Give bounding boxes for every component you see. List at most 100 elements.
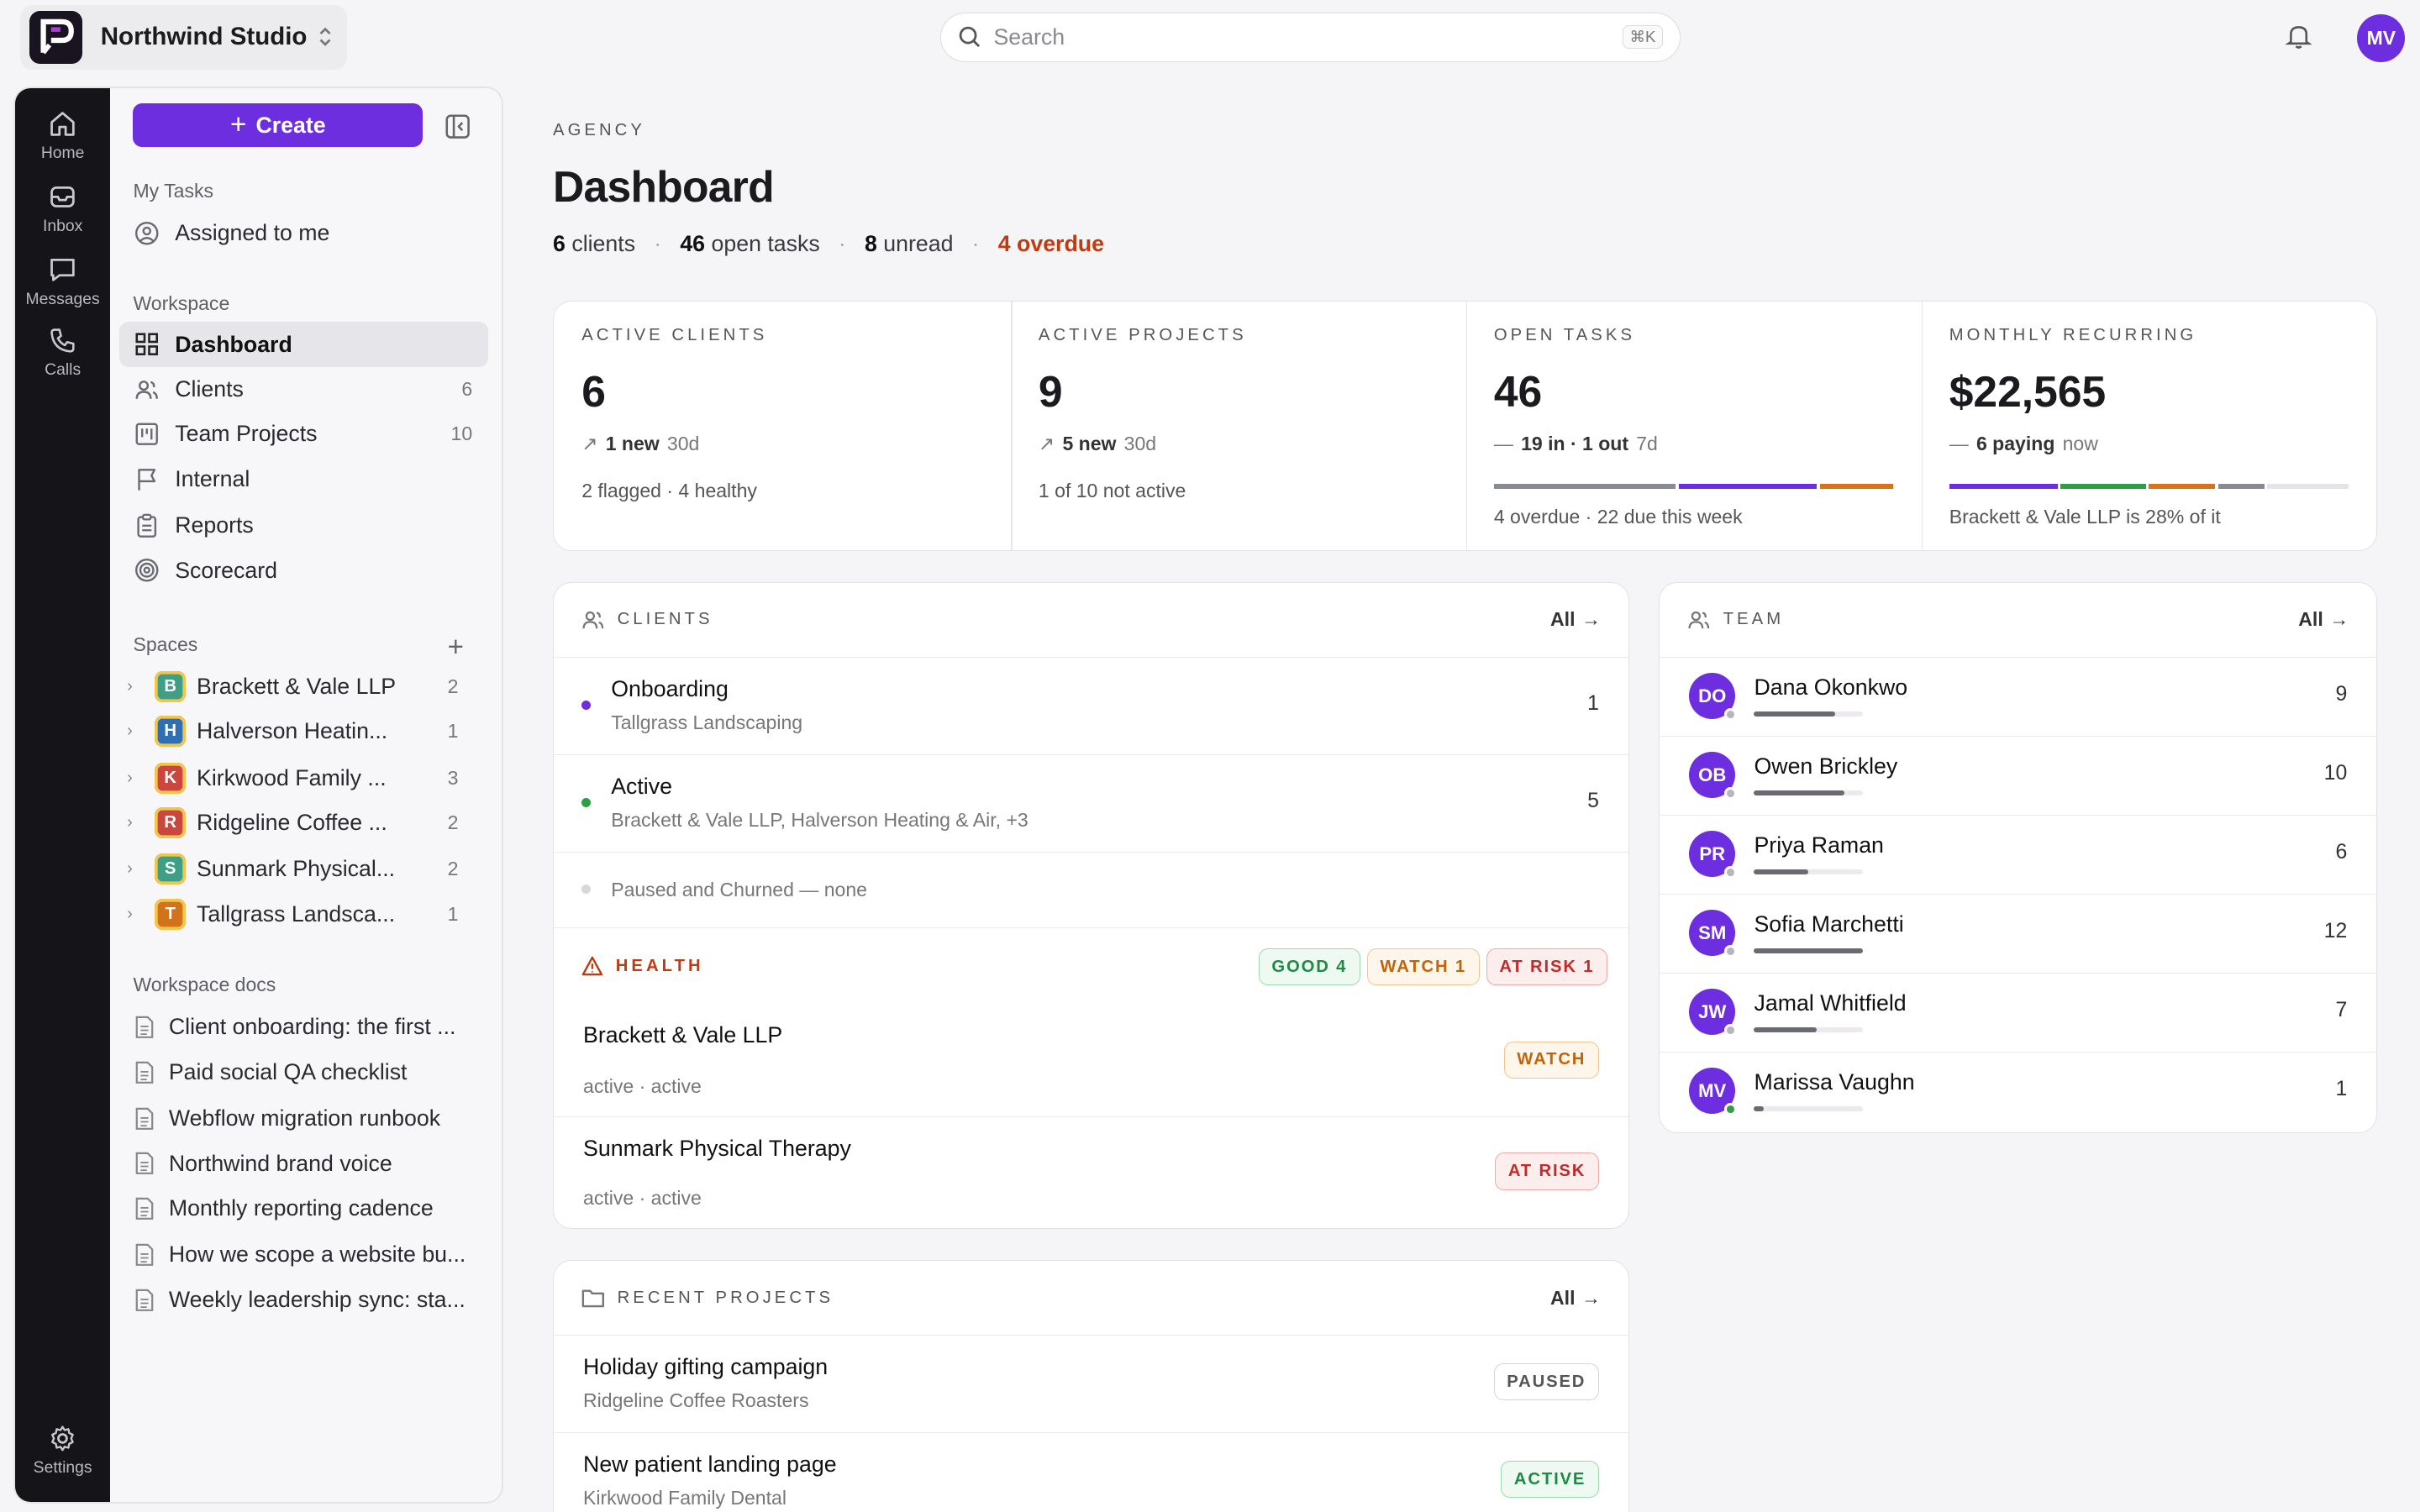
top-bar: Northwind Studio Search ⌘K MV: [0, 0, 2420, 77]
document-icon: [134, 1061, 155, 1084]
workload-fill: [1754, 1027, 1818, 1032]
kpi-delta: — 19 in · 1 out 7d: [1494, 433, 1658, 455]
kpi-active-clients[interactable]: ACTIVE CLIENTS 6 ↗ 1 new 30d 2 flagged · 4…: [554, 302, 1011, 551]
user-circle-icon: [134, 221, 159, 245]
summary-tasks-count: 46: [680, 230, 706, 256]
kpi-value: $22,565: [1949, 366, 2107, 416]
health-row[interactable]: Sunmark Physical Therapy active · active…: [554, 1117, 1628, 1229]
workload-fill: [1754, 869, 1808, 874]
bar-segment: [1819, 484, 1894, 489]
kpi-monthly-recurring[interactable]: MONTHLY RECURRING $22,565 — 6 paying now B…: [1922, 302, 2377, 551]
view-all-clients-link[interactable]: All →: [1550, 608, 1601, 631]
summary-overdue[interactable]: 4 overdue: [997, 230, 1104, 256]
health-row[interactable]: Brackett & Vale LLP active · active WATC…: [554, 1004, 1629, 1117]
space-item[interactable]: › S Sunmark Physical... 2: [119, 847, 488, 891]
chevron-right-icon[interactable]: ›: [127, 722, 133, 741]
rail-calls-label: Calls: [45, 360, 82, 380]
kpi-label: OPEN TASKS: [1493, 326, 1636, 345]
kpi-open-tasks[interactable]: OPEN TASKS 46 — 19 in · 1 out 7d 4 overdue…: [1466, 302, 1923, 551]
page-eyebrow: AGENCY: [553, 120, 645, 139]
panel-title: TEAM: [1723, 610, 1785, 629]
workload-fill: [1754, 711, 1836, 717]
sidebar-item-team-projects[interactable]: Team Projects 10: [119, 412, 488, 456]
health-header: HEALTH: [581, 956, 704, 976]
summary-tasks-text: open tasks: [711, 230, 820, 256]
chevron-right-icon[interactable]: ›: [127, 859, 133, 879]
doc-item[interactable]: Weekly leadership sync: sta...: [119, 1278, 488, 1322]
doc-item[interactable]: Monthly reporting cadence: [119, 1186, 488, 1231]
notifications-bell-icon[interactable]: [2285, 22, 2312, 50]
kpi-delta-period: 7d: [1636, 433, 1658, 455]
sidebar-item-dashboard[interactable]: Dashboard: [118, 322, 488, 367]
doc-item[interactable]: Northwind brand voice: [119, 1141, 488, 1185]
user-avatar[interactable]: MV: [2357, 13, 2406, 62]
chevron-right-icon[interactable]: ›: [127, 768, 133, 787]
view-all-projects-link[interactable]: All →: [1550, 1287, 1601, 1310]
space-item[interactable]: › R Ridgeline Coffee ... 2: [119, 801, 488, 845]
document-icon: [134, 1016, 155, 1039]
document-icon: [134, 1243, 155, 1267]
chevron-right-icon[interactable]: ›: [127, 813, 133, 832]
workspace-logo-icon: [29, 10, 82, 64]
flag-icon: [134, 467, 159, 491]
team-member-row[interactable]: OB Owen Brickley 10: [1660, 737, 2377, 816]
trend-up-icon: ↗: [1038, 433, 1055, 455]
space-item[interactable]: › T Tallgrass Landsca... 1: [119, 892, 488, 937]
sidebar-item-assigned[interactable]: Assigned to me: [119, 211, 488, 255]
workspace-heading: Workspace: [133, 292, 230, 315]
workspace-switcher[interactable]: Northwind Studio: [19, 4, 347, 70]
presence-dot: [1724, 1103, 1738, 1116]
document-icon: [134, 1107, 155, 1131]
doc-item[interactable]: How we scope a website bu...: [119, 1232, 488, 1277]
sidebar-item-internal[interactable]: Internal: [119, 457, 488, 501]
space-item[interactable]: › K Kirkwood Family ... 3: [119, 755, 488, 800]
space-name: Tallgrass Landsca...: [197, 900, 396, 927]
doc-item[interactable]: Client onboarding: the first ...: [119, 1005, 488, 1049]
project-row[interactable]: New patient landing page Kirkwood Family…: [554, 1433, 1628, 1512]
client-group-row[interactable]: Active Brackett & Vale LLP, Halverson He…: [554, 755, 1629, 853]
group-name: Onboarding: [611, 675, 729, 701]
member-task-count: 10: [2323, 760, 2348, 785]
doc-item[interactable]: Webflow migration runbook: [119, 1096, 488, 1141]
kpi-delta: ↗ 5 new 30d: [1039, 433, 1156, 455]
rail-messages[interactable]: Messages: [15, 254, 109, 308]
project-row[interactable]: Holiday gifting campaign Ridgeline Coffe…: [554, 1336, 1629, 1433]
collapse-sidebar-icon[interactable]: [445, 113, 471, 139]
team-member-row[interactable]: MV Marissa Vaughn 1: [1660, 1053, 2376, 1131]
search-bar[interactable]: Search ⌘K: [939, 12, 1681, 62]
search-shortcut: ⌘K: [1623, 25, 1663, 50]
health-risk-badge[interactable]: AT RISK 1: [1486, 948, 1608, 986]
team-member-row[interactable]: JW Jamal Whitfield 7: [1660, 974, 2377, 1053]
client-name: Sunmark Physical Therapy: [583, 1136, 851, 1162]
create-button[interactable]: + Create: [133, 103, 424, 148]
view-all-team-link[interactable]: All →: [2298, 608, 2349, 631]
page-summary: 6 clients · 46 open tasks · 8 unread · 4…: [553, 230, 1104, 256]
team-member-row[interactable]: SM Sofia Marchetti 12: [1660, 895, 2377, 974]
team-member-row[interactable]: DO Dana Okonkwo 9: [1660, 658, 2377, 737]
warning-icon: [581, 956, 603, 976]
health-good-badge[interactable]: GOOD 4: [1258, 948, 1361, 986]
doc-title: How we scope a website bu...: [168, 1242, 466, 1268]
client-group-row[interactable]: Onboarding Tallgrass Landscaping 1: [554, 658, 1629, 755]
rail-settings[interactable]: Settings: [15, 1423, 109, 1478]
kpi-active-projects[interactable]: ACTIVE PROJECTS 9 ↗ 5 new 30d 1 of 10 not …: [1011, 302, 1468, 551]
sidebar-item-scorecard[interactable]: Scorecard: [119, 548, 488, 592]
group-clients: Tallgrass Landscaping: [611, 711, 803, 733]
arrow-right-icon: →: [2329, 608, 2349, 631]
chevron-right-icon[interactable]: ›: [127, 676, 133, 696]
team-member-row[interactable]: PR Priya Raman 6: [1660, 816, 2377, 895]
space-item[interactable]: › B Brackett & Vale LLP 2: [119, 664, 488, 709]
view-all-label: All: [1550, 1286, 1576, 1309]
kpi-delta-period: 30d: [666, 433, 700, 455]
bar-segment: [2217, 484, 2265, 489]
space-item[interactable]: › H Halverson Heatin... 1: [119, 709, 488, 753]
health-watch-badge[interactable]: WATCH 1: [1366, 948, 1480, 986]
chevron-right-icon[interactable]: ›: [127, 904, 133, 923]
rail-calls[interactable]: Calls: [15, 325, 109, 380]
rail-inbox[interactable]: Inbox: [15, 181, 109, 236]
sidebar-item-reports[interactable]: Reports: [119, 503, 488, 548]
rail-home[interactable]: Home: [15, 108, 109, 163]
doc-item[interactable]: Paid social QA checklist: [119, 1050, 488, 1095]
sidebar-item-clients[interactable]: Clients 6: [119, 367, 488, 412]
add-space-icon[interactable]: +: [447, 632, 465, 663]
